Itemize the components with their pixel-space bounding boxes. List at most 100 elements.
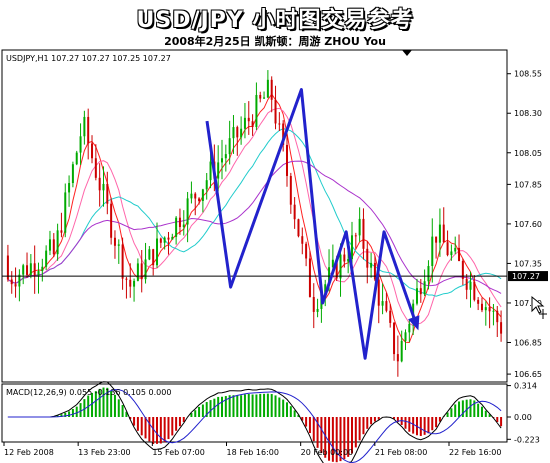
chart-subtitle: 2008年2月25日 凯斯顿：周游 ZHOU You xyxy=(164,35,386,48)
candle-body xyxy=(236,127,239,138)
candle-body xyxy=(461,261,464,279)
candle-body xyxy=(14,284,17,287)
moving-average-line xyxy=(7,160,502,294)
y-tick-label: 107.60 xyxy=(514,220,542,229)
candle-body xyxy=(87,116,90,144)
macd-tick-label: -0.223 xyxy=(514,435,540,444)
macd-tick-label: 0.314 xyxy=(514,382,537,391)
candle-body xyxy=(152,249,155,266)
candle-body xyxy=(125,278,128,280)
candle-body xyxy=(71,164,74,184)
candle-body xyxy=(113,237,116,246)
candle-body xyxy=(110,203,113,238)
candle-body xyxy=(129,279,132,287)
candle-body xyxy=(331,259,334,268)
candle-body xyxy=(404,332,407,341)
macd-line xyxy=(7,381,502,463)
candle-body xyxy=(496,310,499,323)
candle-body xyxy=(492,310,495,312)
candle-body xyxy=(435,236,438,243)
candle-body xyxy=(266,79,269,98)
candle-body xyxy=(68,183,71,193)
candle-body xyxy=(52,239,55,255)
candle-body xyxy=(221,158,224,163)
candle-body xyxy=(484,307,487,311)
candle-body xyxy=(22,265,25,275)
candle-body xyxy=(26,265,29,275)
candle-body xyxy=(167,237,170,240)
candle-body xyxy=(133,280,136,287)
candle-body xyxy=(255,94,258,128)
y-tick-label: 107.10 xyxy=(514,299,542,308)
candle-body xyxy=(278,123,281,125)
candle-body xyxy=(263,97,266,99)
y-tick-label: 106.65 xyxy=(514,370,542,379)
candle-body xyxy=(308,258,311,297)
candle-body xyxy=(423,281,426,295)
x-tick-label: 12 Feb 2008 xyxy=(4,448,54,457)
macd-signal-line xyxy=(7,389,502,463)
annotation-arrow-head xyxy=(408,315,420,331)
candle-body xyxy=(194,193,197,199)
candle-body xyxy=(243,117,246,129)
x-tick-label: 18 Feb 16:00 xyxy=(227,448,279,457)
candle-body xyxy=(393,322,396,355)
x-tick-label: 21 Feb 08:00 xyxy=(375,448,427,457)
candle-body xyxy=(477,299,480,304)
y-tick-label: 107.85 xyxy=(514,180,542,189)
candle-body xyxy=(102,183,105,191)
candle-body xyxy=(415,288,418,304)
moving-average-line xyxy=(7,128,502,297)
candle-body xyxy=(381,301,384,306)
x-tick-label: 13 Feb 23:00 xyxy=(78,448,130,457)
candle-body xyxy=(297,219,300,237)
candle-body xyxy=(10,279,13,285)
candle-body xyxy=(396,354,399,362)
candle-body xyxy=(186,198,189,225)
macd-label: MACD(12,26,9) 0.055 -0.136 0.105 0.000 xyxy=(6,388,171,397)
candle-body xyxy=(121,244,124,279)
candle-body xyxy=(136,263,139,281)
candle-body xyxy=(454,247,457,252)
candle-body xyxy=(347,259,350,262)
candle-body xyxy=(488,307,491,312)
candle-body xyxy=(438,224,441,243)
candle-body xyxy=(350,235,353,260)
candle-body xyxy=(178,217,181,227)
x-tick-label: 20 Feb 00:00 xyxy=(301,448,353,457)
cursor-icon xyxy=(531,295,547,319)
macd-bars xyxy=(7,381,503,463)
candle-body xyxy=(312,296,315,312)
y-axis: 108.55 108.30 108.05 107.85 107.60 107.35 107.… xyxy=(507,70,542,444)
candle-body xyxy=(175,217,178,237)
candle-body xyxy=(465,278,468,290)
candle-body xyxy=(18,274,21,287)
candle-body xyxy=(224,154,227,159)
candle-body xyxy=(75,152,78,165)
macd-tick-label: 0.00 xyxy=(514,413,532,422)
candle-body xyxy=(469,281,472,290)
candle-body xyxy=(370,262,373,268)
candle-body xyxy=(354,235,357,237)
candle-body xyxy=(446,242,449,256)
candle-body xyxy=(301,236,304,244)
candle-body xyxy=(159,238,162,243)
candle-body xyxy=(377,279,380,306)
candle-body xyxy=(270,79,273,100)
candle-body xyxy=(41,266,44,272)
candle-body xyxy=(259,94,262,99)
candle-body xyxy=(389,310,392,323)
candle-body xyxy=(247,117,250,122)
candle-body xyxy=(419,288,422,295)
candle-body xyxy=(182,224,185,227)
candle-body xyxy=(33,263,36,276)
current-price-label: 107.27 xyxy=(512,272,540,281)
candle-body xyxy=(305,243,308,259)
y-tick-label: 106.85 xyxy=(514,338,542,347)
candle-body xyxy=(48,239,51,251)
x-tick-label: 15 Feb 07:00 xyxy=(152,448,204,457)
candle-body xyxy=(201,189,204,202)
chart-shift-marker[interactable] xyxy=(402,50,412,56)
chart-title: USD/JPY 小时图交易参考 xyxy=(136,8,414,33)
candle-body xyxy=(293,204,296,220)
